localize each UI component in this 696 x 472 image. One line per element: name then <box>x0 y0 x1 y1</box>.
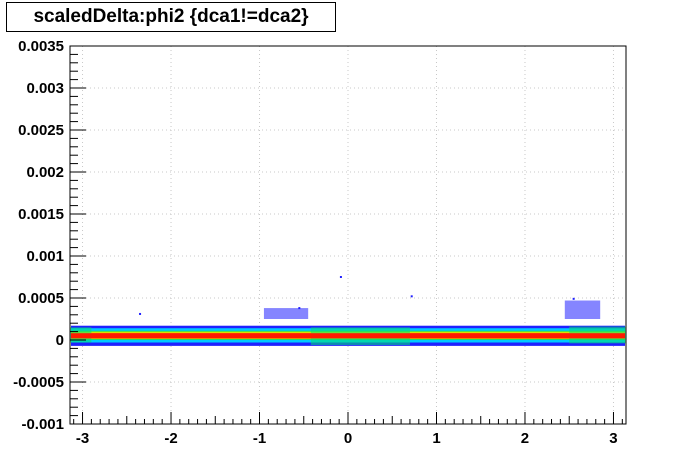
y-tick-label: 0.0035 <box>18 38 64 55</box>
heatmap-bump <box>564 300 601 319</box>
x-axis: -3 -2 -1 0 1 2 3 <box>73 412 623 447</box>
y-tick-label: 0.0015 <box>18 206 64 223</box>
x-tick-label: 0 <box>344 430 352 447</box>
outlier-point <box>139 312 142 315</box>
outlier-points <box>139 276 575 315</box>
heatmap-bump <box>263 308 309 319</box>
x-tick-label: -3 <box>76 430 89 447</box>
y-tick-label: 0.002 <box>26 164 64 181</box>
y-tick-label: 0.001 <box>26 248 64 265</box>
x-tick-label: -1 <box>253 430 266 447</box>
x-tick-label: -2 <box>164 430 177 447</box>
outlier-point <box>339 276 342 278</box>
y-tick-label: 0 <box>56 332 64 349</box>
outlier-point <box>298 307 301 310</box>
heatmap-core-band <box>71 333 625 339</box>
outlier-point <box>410 295 413 298</box>
x-tick-label: 1 <box>432 430 440 447</box>
y-tick-label: 0.0005 <box>18 290 64 307</box>
x-tick-label: 2 <box>521 430 529 447</box>
chart-title-box: scaledDelta:phi2 {dca1!=dca2} <box>6 2 336 32</box>
y-tick-label: 0.003 <box>26 80 64 97</box>
x-tick-label: 3 <box>609 430 617 447</box>
y-tick-label: -0.001 <box>21 416 64 433</box>
y-tick-label: 0.0025 <box>18 122 64 139</box>
y-tick-label: -0.0005 <box>13 374 64 391</box>
chart-title: scaledDelta:phi2 {dca1!=dca2} <box>33 6 309 27</box>
y-axis: -0.001 -0.0005 0 0.0005 0.001 0.0015 0.002 0.00… <box>13 38 86 433</box>
outlier-point <box>572 297 575 300</box>
